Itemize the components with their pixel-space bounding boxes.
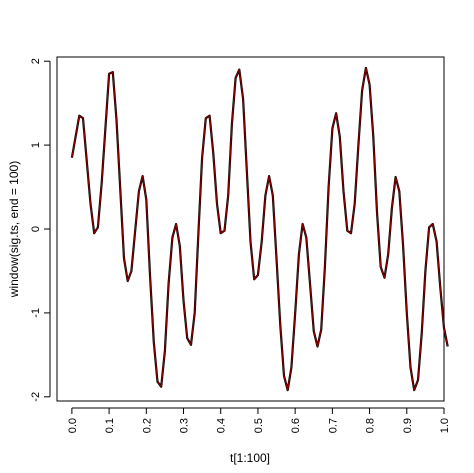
y-tick-label: -1 — [30, 308, 42, 318]
y-tick-label: 1 — [30, 142, 42, 148]
y-axis-label: window(sig.ts, end = 100) — [7, 161, 21, 298]
x-tick-label: 0.3 — [179, 418, 191, 433]
x-tick-label: 1.0 — [439, 418, 451, 433]
plot-frame — [56, 56, 445, 402]
x-axis-label: t[1:100] — [230, 451, 270, 465]
x-tick-label: 0.2 — [141, 418, 153, 433]
x-tick-label: 0.8 — [365, 418, 377, 433]
x-tick-label: 0.7 — [327, 418, 339, 433]
x-tick-label: 0.0 — [67, 418, 79, 433]
x-axis: 0.0 0.1 0.2 0.3 0.4 0.5 0.6 0.7 0.8 0.9 1.0 — [67, 407, 451, 433]
series-line-1 — [70, 66, 449, 392]
series-line-2 — [71, 67, 449, 391]
series-layer — [70, 66, 449, 392]
y-axis: -2 -1 0 1 2 — [30, 58, 51, 402]
x-tick-label: 0.9 — [402, 418, 414, 433]
x-tick-label: 0.1 — [104, 418, 116, 433]
y-tick-label: -2 — [30, 392, 42, 402]
x-tick-label: 0.6 — [290, 418, 302, 433]
y-tick-label: 0 — [30, 226, 42, 232]
x-tick-label: 0.4 — [216, 418, 228, 433]
x-tick-label: 0.5 — [253, 418, 265, 433]
y-tick-label: 2 — [30, 58, 42, 64]
